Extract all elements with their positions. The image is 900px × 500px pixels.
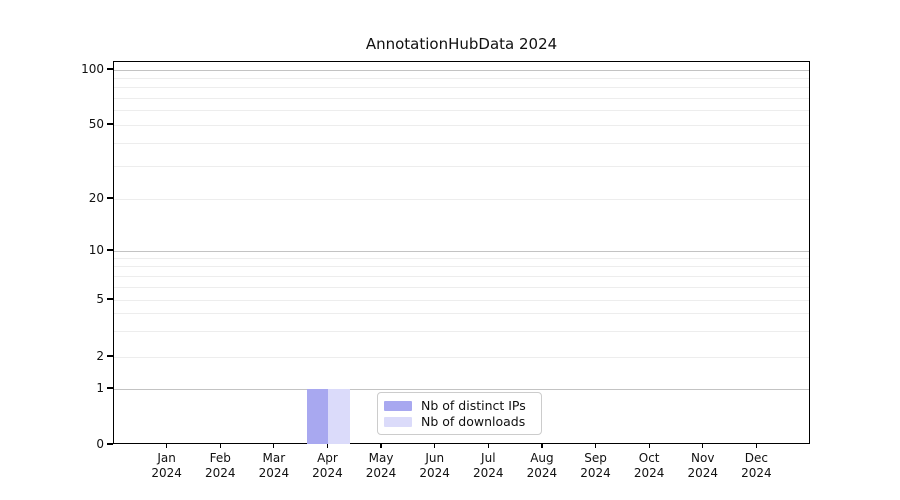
x-tick-label-aug: Aug 2024 [510,451,574,481]
y-tick-label-100: 100 [81,62,104,76]
gridline-y-10 [114,250,809,252]
gridline-y-2 [114,356,809,358]
gridline-y-9 [114,257,809,259]
x-tick-mark-feb [219,444,221,448]
x-tick-label-jun: Jun 2024 [403,451,467,481]
x-tick-year: 2024 [741,466,772,480]
plot-area [113,61,810,444]
gridline-y-3 [114,331,809,333]
gridline-y-40 [114,142,809,144]
y-tick-label-50: 50 [88,117,104,131]
x-tick-year: 2024 [419,466,450,480]
gridline-y-8 [114,266,809,268]
gridline-y-60 [114,110,809,112]
x-tick-year: 2024 [365,466,397,480]
x-tick-label-nov: Nov 2024 [671,451,735,481]
y-tick-mark-20 [107,197,113,199]
legend-swatch-distinct-ips-icon [384,400,412,411]
x-tick-year: 2024 [204,466,236,480]
gridline-y-1 [114,388,809,390]
x-tick-mark-dec [755,444,757,448]
y-tick-label-5: 5 [96,292,104,306]
x-tick-label-sep: Sep 2024 [564,451,628,481]
legend-label-downloads: Nb of downloads [421,414,526,429]
y-tick-mark-50 [107,123,113,125]
x-tick-mark-sep [594,444,597,448]
y-tick-mark-10 [107,249,113,251]
x-tick-year: 2024 [687,466,719,480]
x-tick-year: 2024 [526,466,558,480]
gridline-y-50 [114,124,809,126]
gridline-y-100 [114,69,809,71]
legend-label-distinct-ips: Nb of distinct IPs [421,398,526,413]
x-tick-label-oct: Oct 2024 [617,451,681,481]
bar-apr-downloads [328,389,350,444]
gridline-y-20 [114,198,809,200]
gridline-y-6 [114,286,809,288]
x-tick-label-feb: Feb 2024 [188,451,252,481]
gridline-y-4 [114,313,809,315]
x-tick-mark-aug [541,444,543,448]
x-tick-label-dec: Dec 2024 [724,451,788,481]
x-tick-mark-jun [434,444,436,448]
gridline-y-30 [114,165,809,167]
y-tick-label-2: 2 [96,349,104,363]
x-tick-year: 2024 [580,466,611,480]
legend: Nb of distinct IPs Nb of downloads [377,392,542,435]
x-tick-mark-apr [326,444,329,448]
x-tick-year: 2024 [633,466,665,480]
x-tick-mark-nov [702,444,704,448]
y-tick-label-10: 10 [88,243,104,257]
chart-title: AnnotationHubData 2024 [365,35,558,53]
x-tick-mark-jan [166,444,168,448]
y-tick-label-1: 1 [96,381,104,395]
x-tick-label-mar: Mar 2024 [242,451,306,481]
y-tick-label-0: 0 [96,437,104,451]
gridline-y-7 [114,275,809,277]
y-tick-mark-100 [107,68,113,70]
x-tick-label-apr: Apr 2024 [295,451,359,481]
gridline-y-70 [114,97,809,99]
x-tick-year: 2024 [258,466,290,480]
x-tick-label-jul: Jul 2024 [456,451,520,481]
y-tick-mark-1 [107,387,113,389]
x-tick-label-jan: Jan 2024 [135,451,199,481]
gridline-y-80 [114,87,809,89]
y-tick-mark-2 [107,355,113,357]
x-tick-year: 2024 [473,466,504,480]
y-tick-label-20: 20 [88,191,104,205]
y-tick-mark-5 [107,298,113,300]
x-tick-year: 2024 [312,466,343,480]
legend-swatch-downloads-icon [384,416,412,427]
legend-item-downloads: Nb of downloads [384,414,533,429]
x-tick-year: 2024 [151,466,182,480]
x-tick-mark-may [380,444,382,448]
y-tick-mark-0 [107,443,113,445]
x-tick-label-may: May 2024 [349,451,413,481]
gridline-y-90 [114,77,809,79]
x-tick-mark-oct [648,444,650,448]
legend-item-distinct-ips: Nb of distinct IPs [384,398,533,413]
x-tick-mark-mar [273,444,275,448]
x-tick-mark-jul [487,444,489,448]
bar-apr-distinct-ips [307,389,329,444]
gridline-y-5 [114,299,809,301]
